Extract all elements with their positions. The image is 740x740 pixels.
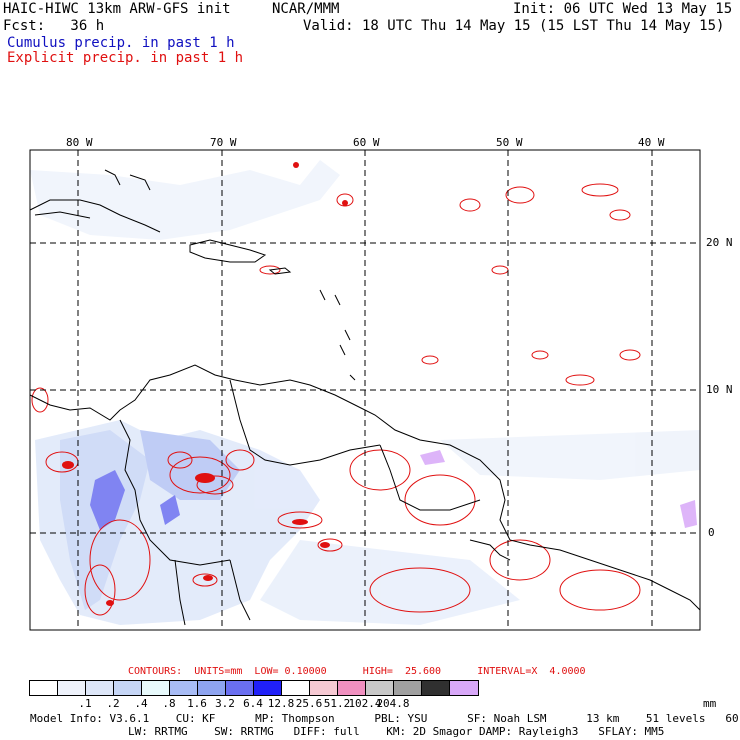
legend-cumulus: Cumulus precip. in past 1 h [7,35,235,51]
model-info-line2: LW: RRTMG SW: RRTMG DIFF: full KM: 2D Sm… [128,725,665,738]
explicit-precip-contours [31,183,641,616]
precip-map [29,149,701,631]
color-scale-label: 1.6 [187,697,207,710]
lon-label-50w: 50 W [496,136,523,149]
lat-label-20n: 20 N [706,236,733,249]
lat-lon-grid [30,150,700,630]
model-title: HAIC-HIWC 13km ARW-GFS init [3,1,231,17]
init-time: Init: 06 UTC Wed 13 May 15 [513,1,733,17]
color-scale-swatch [338,681,366,695]
color-scale-label: 25.6 [295,697,323,710]
color-scale-label: 204.8 [376,697,410,710]
color-scale-label: 3.2 [215,697,235,710]
legend-explicit: Explicit precip. in past 1 h [7,50,244,66]
color-scale-swatch [198,681,226,695]
color-scale-swatch [254,681,282,695]
lat-label-0: 0 [708,526,715,539]
lat-label-10n: 10 N [706,383,733,396]
color-scale-label: .4 [134,697,148,710]
color-scale-label: 12.8 [267,697,295,710]
color-scale-label: .8 [162,697,176,710]
color-scale-label: 102.4 [348,697,382,710]
color-scale-label: .2 [106,697,120,710]
color-scale-swatch [226,681,254,695]
map-frame [29,149,701,631]
color-scale-swatch [86,681,114,695]
org-label: NCAR/MMM [272,1,340,17]
color-scale-label: 6.4 [243,697,263,710]
lon-label-80w: 80 W [66,136,93,149]
color-scale-swatch [30,681,58,695]
coastlines [29,169,701,626]
valid-time: Valid: 18 UTC Thu 14 May 15 (15 LST Thu … [303,18,725,34]
color-scale-swatch [310,681,338,695]
contour-info: CONTOURS: UNITS=mm LOW= 0.10000 HIGH= 25… [128,666,586,677]
color-scale-swatch [450,681,478,695]
color-scale-swatch [394,681,422,695]
color-scale-swatch [58,681,86,695]
color-scale-bar [29,680,479,696]
lon-label-60w: 60 W [353,136,380,149]
color-scale-swatch [422,681,450,695]
lon-label-40w: 40 W [638,136,665,149]
explicit-precip-cores [62,162,348,606]
cumulus-precip-shading [30,160,700,625]
color-scale-label: .1 [78,697,92,710]
color-scale-swatch [366,681,394,695]
color-scale-label: 51.2 [323,697,351,710]
color-scale-swatch [170,681,198,695]
color-scale-unit: mm [703,697,717,710]
color-scale-swatch [282,681,310,695]
model-info-line1: Model Info: V3.6.1 CU: KF MP: Thompson P… [30,712,740,725]
lon-label-70w: 70 W [210,136,237,149]
color-scale-swatch [142,681,170,695]
color-scale-swatch [114,681,142,695]
forecast-hour: Fcst: 36 h [3,18,105,34]
